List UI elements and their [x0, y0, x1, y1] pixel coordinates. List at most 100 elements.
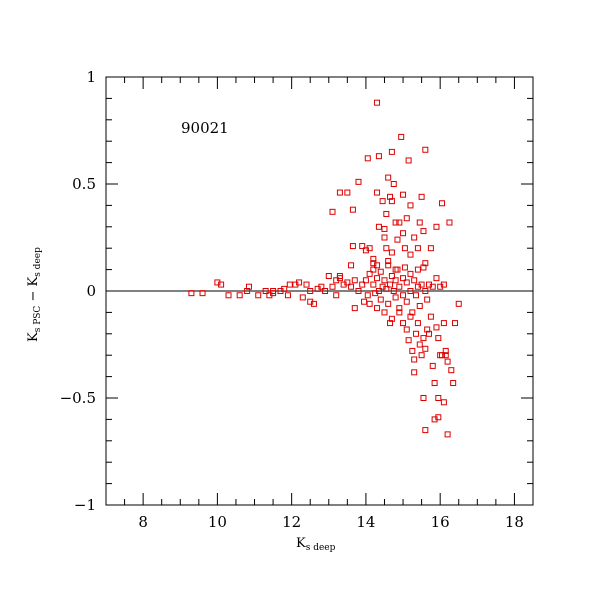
data-point [375, 288, 382, 294]
data-point [396, 219, 403, 226]
x-axis-title: Ks deep [296, 536, 336, 553]
y-axis-title-sub1: s PSC [33, 306, 43, 333]
data-point [407, 288, 414, 294]
data-point [435, 335, 442, 342]
data-point [387, 281, 394, 288]
data-point [422, 260, 429, 267]
data-point [374, 305, 381, 312]
data-point [225, 292, 232, 299]
axis-ticks [105, 76, 534, 506]
data-point [359, 243, 366, 250]
data-point [299, 294, 306, 301]
data-point [370, 266, 377, 273]
data-point [437, 352, 444, 359]
data-point [284, 292, 291, 299]
x-tick-label: 18 [505, 513, 524, 531]
y-tick-label: 1 [86, 68, 96, 86]
y-axis-title-main2: K [26, 277, 41, 287]
y-tick-label: 0 [86, 282, 96, 300]
data-point [199, 290, 206, 297]
data-points [188, 99, 462, 438]
data-point [303, 281, 310, 288]
data-point [433, 275, 440, 282]
data-point [377, 296, 384, 303]
y-axis-title-dash: − [26, 287, 41, 306]
data-point [349, 206, 356, 213]
data-point [392, 219, 399, 226]
data-point [355, 288, 362, 294]
data-point [374, 262, 381, 269]
data-point [416, 219, 423, 226]
data-point [281, 285, 288, 292]
plot-frame [105, 76, 534, 506]
data-point [270, 288, 277, 294]
data-point [361, 298, 368, 305]
data-point [370, 281, 377, 288]
data-point [344, 279, 351, 286]
data-point [385, 300, 392, 307]
data-point [349, 243, 356, 250]
data-point [394, 266, 401, 273]
y-tick-label: 0.5 [72, 175, 96, 193]
data-point [375, 153, 382, 160]
data-point [411, 356, 418, 363]
data-point [403, 279, 410, 286]
data-point [359, 281, 366, 288]
data-point [400, 230, 407, 237]
data-point [318, 283, 325, 290]
data-point [348, 283, 355, 290]
data-point [374, 99, 381, 106]
data-point [286, 281, 293, 288]
data-point [442, 347, 449, 354]
data-point [377, 268, 384, 275]
data-point [387, 193, 394, 200]
data-point [440, 281, 447, 288]
data-point [310, 300, 317, 307]
data-point [390, 181, 397, 187]
data-point [407, 270, 414, 277]
data-point [411, 234, 418, 241]
data-point [440, 320, 447, 327]
data-point [394, 236, 401, 243]
data-point [348, 262, 355, 269]
data-point [336, 275, 343, 282]
data-point [452, 320, 459, 327]
data-point [420, 335, 427, 342]
data-point [381, 234, 388, 241]
data-point [398, 133, 405, 140]
data-point [374, 275, 381, 282]
data-point [374, 189, 381, 196]
y-tick-label: −1 [74, 496, 96, 514]
data-point [429, 362, 436, 369]
data-point [422, 345, 429, 352]
x-tick-label: 16 [431, 513, 450, 531]
data-point [444, 431, 451, 438]
data-point [400, 191, 407, 198]
data-point [414, 245, 421, 252]
data-point [442, 352, 449, 359]
data-point [388, 315, 395, 322]
data-point [400, 275, 407, 282]
data-point [450, 380, 457, 387]
data-point [366, 245, 373, 252]
data-point [433, 324, 440, 331]
data-point [381, 309, 388, 316]
y-axis-title-sub2: s deep [33, 247, 43, 277]
data-point [370, 255, 377, 262]
data-point [424, 296, 431, 303]
data-point [245, 283, 252, 290]
data-point [403, 326, 410, 333]
data-point [413, 292, 420, 299]
data-point [388, 148, 395, 155]
data-point [364, 292, 371, 299]
data-point [416, 302, 423, 309]
data-point [400, 320, 407, 327]
data-point [427, 313, 434, 320]
data-point [401, 264, 408, 271]
data-point [429, 283, 436, 290]
data-point [413, 330, 420, 337]
x-tick-label: 12 [282, 513, 301, 531]
chart-annotation: 90021 [181, 119, 229, 137]
data-point [244, 288, 251, 294]
data-point [329, 283, 336, 290]
